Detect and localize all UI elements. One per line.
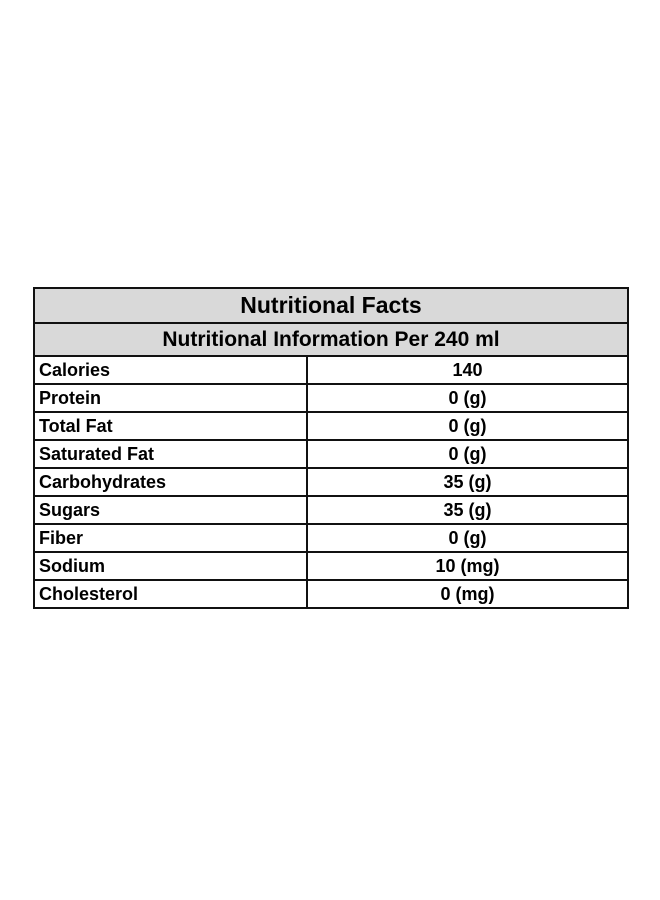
table-row: Sodium 10 (mg) <box>33 551 629 581</box>
nutrient-amount: 140 <box>306 355 629 385</box>
nutrient-name: Sodium <box>33 551 308 581</box>
nutrient-name: Saturated Fat <box>33 439 308 469</box>
nutrient-amount: 0 (g) <box>306 383 629 413</box>
nutrition-facts-table: Nutritional Facts Nutritional Informatio… <box>33 287 629 609</box>
table-subtitle: Nutritional Information Per 240 ml <box>33 322 629 357</box>
nutrient-amount: 35 (g) <box>306 495 629 525</box>
table-row: Carbohydrates 35 (g) <box>33 467 629 497</box>
nutrient-amount: 0 (g) <box>306 411 629 441</box>
nutrient-name: Fiber <box>33 523 308 553</box>
nutrient-name: Sugars <box>33 495 308 525</box>
table-row: Protein 0 (g) <box>33 383 629 413</box>
table-row: Cholesterol 0 (mg) <box>33 579 629 609</box>
nutrient-amount: 0 (g) <box>306 439 629 469</box>
nutrient-name: Carbohydrates <box>33 467 308 497</box>
title-row: Nutritional Facts <box>33 287 629 324</box>
nutrient-amount: 0 (mg) <box>306 579 629 609</box>
table-row: Calories 140 <box>33 355 629 385</box>
nutrient-amount: 0 (g) <box>306 523 629 553</box>
table-row: Saturated Fat 0 (g) <box>33 439 629 469</box>
subtitle-row: Nutritional Information Per 240 ml <box>33 322 629 357</box>
nutrient-name: Total Fat <box>33 411 308 441</box>
nutrient-name: Protein <box>33 383 308 413</box>
table-row: Total Fat 0 (g) <box>33 411 629 441</box>
nutrient-name: Calories <box>33 355 308 385</box>
nutrient-amount: 10 (mg) <box>306 551 629 581</box>
table-row: Sugars 35 (g) <box>33 495 629 525</box>
table-title: Nutritional Facts <box>33 287 629 324</box>
nutrient-amount: 35 (g) <box>306 467 629 497</box>
nutrient-name: Cholesterol <box>33 579 308 609</box>
table-row: Fiber 0 (g) <box>33 523 629 553</box>
